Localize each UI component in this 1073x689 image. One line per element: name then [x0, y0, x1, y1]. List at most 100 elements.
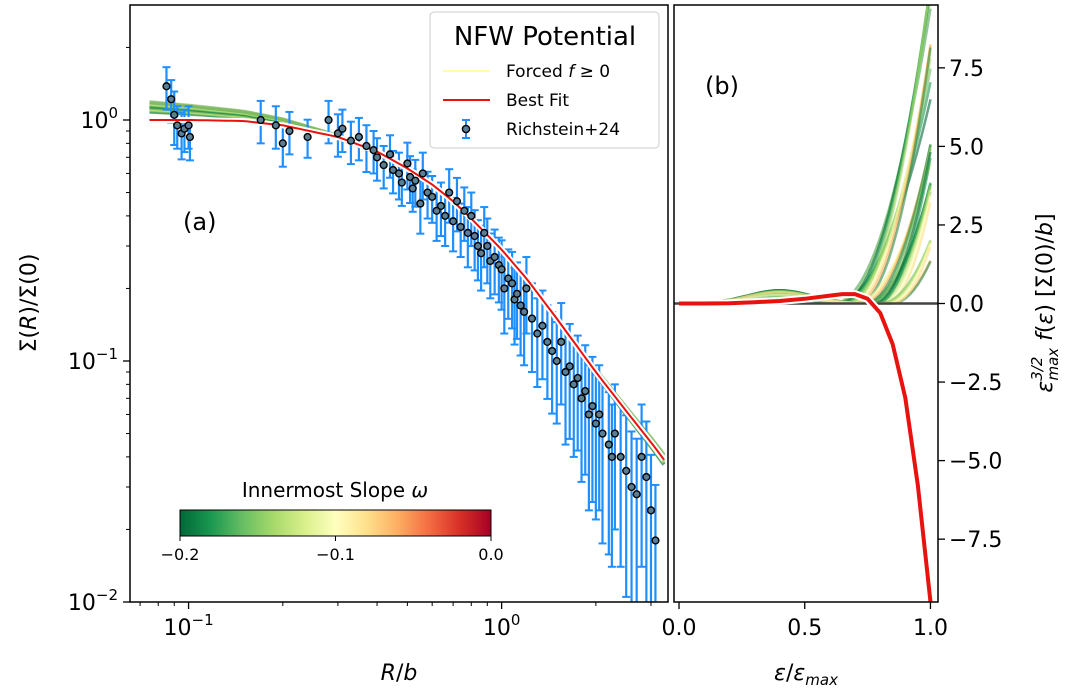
- legend-title: NFW Potential: [454, 22, 636, 52]
- data-point: [372, 153, 382, 162]
- data-point: [538, 321, 547, 330]
- data-point: [271, 121, 280, 130]
- data-point: [632, 490, 641, 499]
- data-point: [303, 132, 312, 142]
- data-point: [278, 139, 287, 148]
- panel-a-frame: [129, 4, 669, 603]
- data-point: [552, 356, 561, 366]
- legend-label-forced: Forced f ≥ 0: [506, 62, 610, 82]
- data-point: [520, 307, 529, 316]
- best-fit-curve-b: [679, 290, 935, 602]
- forced-fit-curve-b: [679, 5, 930, 305]
- panel-a-x-title: R/b: [381, 661, 418, 686]
- data-point: [388, 165, 398, 175]
- data-point: [369, 145, 378, 155]
- data-point: [500, 284, 509, 293]
- data-point: [456, 222, 465, 232]
- data-point: [256, 115, 265, 125]
- y-tick-label: 7.5: [949, 57, 984, 82]
- data-point: [432, 206, 441, 215]
- y-tick-label: 10−1: [68, 345, 118, 375]
- data-point: [569, 380, 578, 389]
- colorbar-title: Innermost Slope ω: [242, 478, 428, 502]
- data-point: [436, 201, 446, 211]
- y-tick-label: −7.5: [949, 528, 1002, 553]
- data-point: [473, 241, 483, 251]
- forced-fit-curve-b: [679, 5, 930, 305]
- data-point: [346, 136, 355, 145]
- data-point: [418, 169, 427, 178]
- forced-fit-curve-b: [679, 5, 931, 305]
- data-point: [651, 536, 660, 545]
- panel-b-y-title: ε3/2max f(ε) [Σ(0)/b]: [1028, 213, 1062, 392]
- data-point: [483, 241, 492, 251]
- data-point: [167, 95, 176, 104]
- data-point: [480, 228, 489, 238]
- data-point: [460, 206, 469, 215]
- y-tick-label: 5.0: [949, 135, 984, 160]
- data-point: [185, 132, 195, 142]
- data-point: [616, 452, 625, 462]
- x-tick-label: 10−1: [164, 611, 214, 641]
- y-tick-label: 0.0: [949, 293, 984, 318]
- x-tick-label: 1.0: [913, 616, 948, 641]
- data-point: [581, 387, 590, 396]
- data-point: [622, 466, 631, 475]
- forced-fit-curve-b: [678, 5, 929, 305]
- colorbar: Innermost Slope ω −0.2 −0.1 0.0: [161, 478, 504, 564]
- data-point: [642, 472, 651, 482]
- legend: NFW Potential Forced f ≥ 0 Best Fit Rich…: [429, 11, 660, 149]
- data-point: [543, 337, 552, 347]
- legend-label-best-fit: Best Fit: [506, 91, 569, 111]
- data-point: [470, 231, 479, 241]
- data-point: [394, 169, 404, 178]
- data-point: [497, 265, 506, 274]
- legend-label-richstein: Richstein+24: [506, 120, 620, 140]
- x-tick-label: 100: [483, 611, 521, 641]
- colorbar-tick-label: 0.0: [478, 545, 503, 564]
- panel-b: 0.0 0.5 1.0 7.5 5.0 2.5 0.0 −2.5 −5.0 −7.5 (b) ε…: [662, 4, 1062, 689]
- panel-b-x-ticks: 0.0 0.5 1.0: [662, 602, 948, 641]
- data-point: [573, 373, 582, 383]
- data-point: [577, 394, 586, 403]
- data-point: [445, 188, 454, 197]
- data-point: [354, 132, 363, 142]
- y-tick-label: 2.5: [949, 214, 984, 239]
- data-point: [441, 211, 450, 220]
- colorbar-tick-label: −0.1: [316, 545, 355, 564]
- data-point: [379, 160, 388, 170]
- best-fit-halo-a: [149, 117, 667, 462]
- data-point: [557, 337, 566, 347]
- colorbar-ticks: −0.2 −0.1 0.0: [161, 536, 504, 564]
- x-tick-label: 0.0: [662, 616, 697, 641]
- data-point: [646, 506, 656, 515]
- data-point: [324, 115, 333, 125]
- data-point: [604, 440, 613, 449]
- data-point: [565, 362, 574, 371]
- data-point: [591, 419, 600, 428]
- panel-a-x-ticks: 10−1 100: [139, 602, 652, 641]
- x-tick-label: 0.5: [787, 616, 822, 641]
- y-tick-label: 10−2: [68, 586, 118, 616]
- richstein-errorbars: [162, 66, 660, 602]
- data-point: [637, 452, 646, 462]
- data-point: [428, 192, 437, 201]
- data-point: [408, 184, 417, 193]
- best-fit-line-a: [149, 119, 665, 461]
- legend-swatch-richstein: [461, 119, 471, 139]
- data-point: [338, 124, 347, 133]
- data-point: [452, 197, 462, 206]
- data-point: [449, 217, 458, 226]
- data-point: [584, 410, 593, 419]
- data-point: [162, 82, 171, 91]
- data-point: [397, 178, 406, 187]
- data-point: [416, 199, 425, 208]
- legend-box: [429, 11, 660, 149]
- forced-fit-df-curves: [678, 5, 932, 305]
- data-point: [627, 482, 636, 492]
- forced-fit-curve-b: [678, 8, 932, 305]
- panel-a: 10−1 100 10−2 10−1 100 (a) R/b Σ(R)/Σ(0) NF…: [17, 4, 669, 686]
- data-point: [411, 176, 420, 185]
- data-point: [607, 452, 616, 462]
